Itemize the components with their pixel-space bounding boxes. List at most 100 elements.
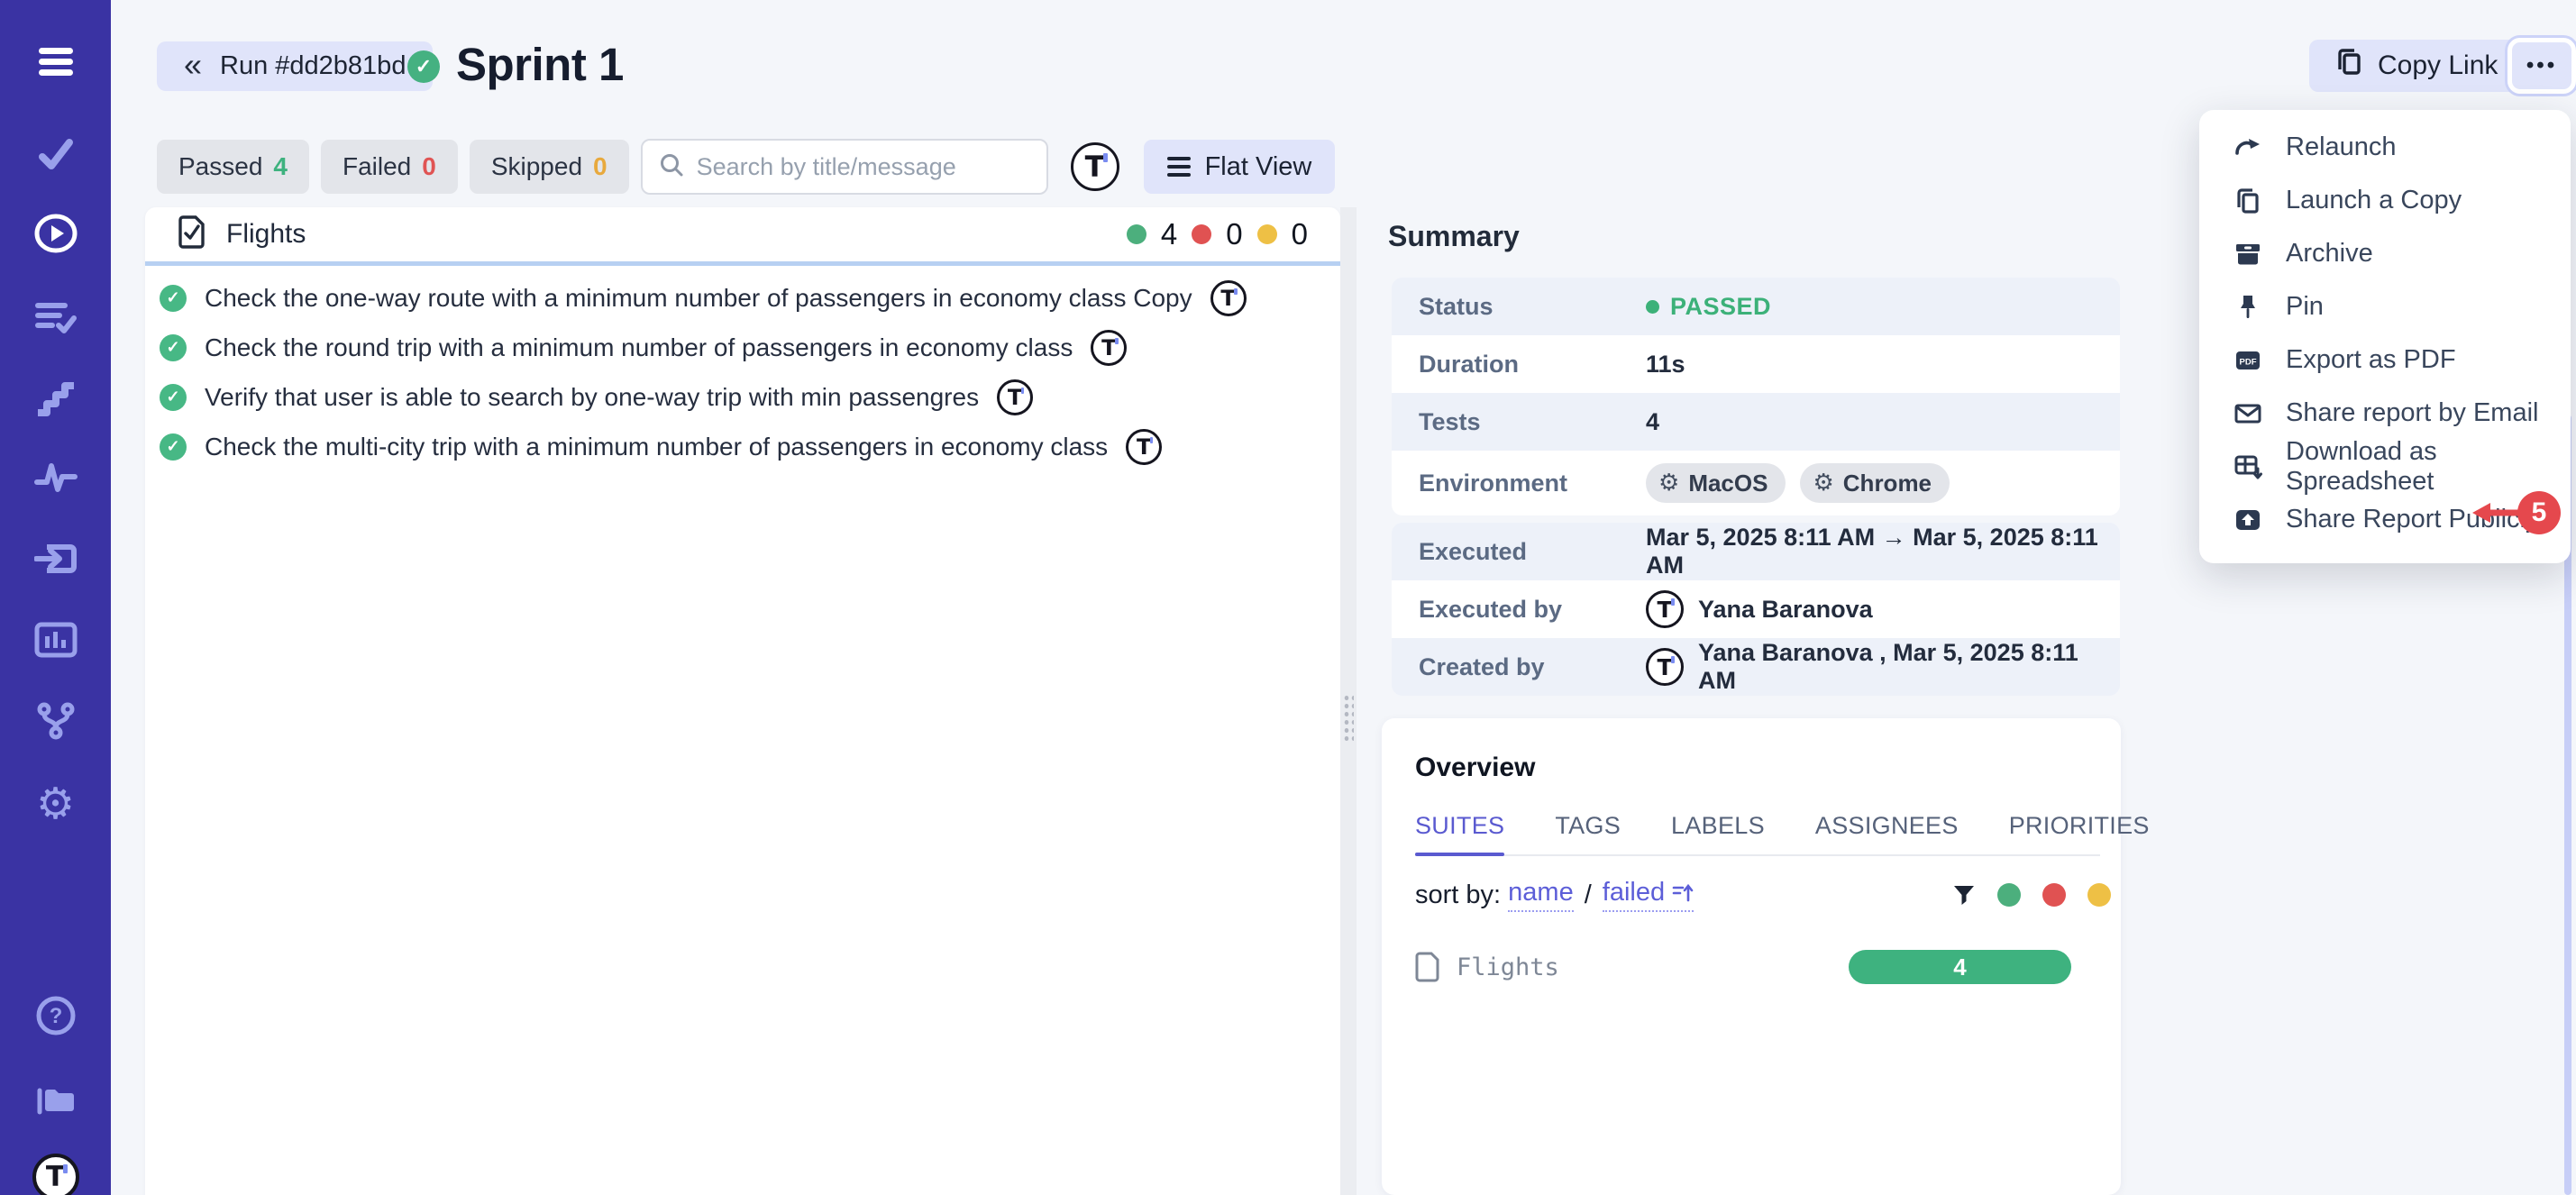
sort-by-failed-link[interactable]: failed: [1602, 878, 1694, 912]
suite-divider: [145, 261, 1340, 266]
sort-by-name-link[interactable]: name: [1508, 878, 1574, 912]
failed-count: 0: [422, 152, 436, 180]
menu-hamburger-icon[interactable]: [0, 38, 111, 85]
assignee-avatar: T: [1126, 428, 1163, 465]
skipped-count: 0: [593, 152, 607, 180]
search-box: [640, 139, 1048, 195]
pin-icon: [2233, 293, 2262, 322]
sidebar-item-analytics-icon[interactable]: [0, 616, 111, 663]
user-profile-avatar[interactable]: T: [0, 1154, 111, 1195]
filter-skipped-button[interactable]: Skipped 0: [469, 140, 629, 194]
filter-failed-button[interactable]: Failed 0: [320, 140, 458, 194]
copy-link-button[interactable]: Copy Link: [2309, 40, 2524, 92]
sidebar-item-branches-icon[interactable]: [0, 698, 111, 744]
assignee-filter-avatar[interactable]: T: [1070, 142, 1119, 191]
test-row[interactable]: ✓ Check the one-way route with a minimum…: [160, 273, 1340, 323]
menu-item-share-report-publicly[interactable]: Share Report Publicly: [2199, 493, 2571, 546]
menu-item-archive[interactable]: Archive: [2199, 227, 2571, 280]
annotation-arrow: [2472, 503, 2526, 523]
gear-icon: ⚙: [1813, 470, 1834, 497]
assignee-avatar: T: [1210, 279, 1247, 316]
search-icon: [659, 152, 684, 182]
ellipsis-icon: •••: [2526, 53, 2558, 78]
tab-assignees[interactable]: ASSIGNEES: [1814, 812, 1959, 839]
suite-passed-count: 4: [1160, 217, 1178, 251]
pdf-icon: PDF: [2233, 346, 2262, 375]
menu-item-share-report-by-email[interactable]: Share report by Email: [2199, 387, 2571, 440]
back-to-run-button[interactable]: « Run #dd2b81bd: [157, 41, 434, 91]
environment-pill[interactable]: ⚙ MacOS: [1646, 463, 1786, 503]
status-dot: [1646, 299, 1659, 314]
passed-dot: [1126, 224, 1146, 244]
svg-text:PDF: PDF: [2240, 357, 2257, 367]
menu-item-download-as-spreadsheet[interactable]: Download as Spreadsheet: [2199, 437, 2571, 496]
filter-passed-button[interactable]: Passed 4: [157, 140, 309, 194]
sidebar-item-projects-folder-icon[interactable]: [0, 1074, 111, 1121]
sidebar: ⚙ ? T: [0, 0, 111, 1195]
toggle-failed-dot[interactable]: [2042, 883, 2066, 907]
summary-row-executed: Executed Mar 5, 2025 8:11 AM → Mar 5, 20…: [1392, 523, 2120, 580]
test-rows: ✓ Check the one-way route with a minimum…: [145, 266, 1340, 471]
funnel-filter-icon[interactable]: [1952, 883, 1976, 907]
sidebar-item-test-plans-icon[interactable]: [0, 294, 111, 341]
sidebar-item-settings-gear-icon[interactable]: ⚙: [35, 779, 76, 829]
sidebar-item-test-cases-icon[interactable]: [0, 131, 111, 178]
suite-header-flights[interactable]: Flights 4 0 0: [145, 207, 1340, 261]
more-actions-menu: Relaunch Launch a Copy Archive Pin PDF E…: [2199, 110, 2571, 563]
filter-toolbar: Passed 4 Failed 0 Skipped 0 T Flat View: [157, 139, 1336, 195]
suite-result-counts: 4 0 0: [1126, 217, 1308, 251]
overview-tabs: SUITES TAGS LABELS ASSIGNEES PRIORITIES: [1415, 812, 2149, 856]
share-publicly-icon: [2233, 506, 2262, 534]
sidebar-item-pulse-icon[interactable]: [0, 454, 111, 501]
sidebar-item-shared-steps-icon[interactable]: [0, 375, 111, 422]
assignee-avatar: T: [997, 379, 1034, 415]
document-icon: [1415, 952, 1439, 982]
tab-tags[interactable]: TAGS: [1555, 812, 1621, 839]
summary-row-environment: Environment ⚙ MacOS ⚙ Chrome: [1392, 451, 2120, 515]
skipped-dot: [1256, 224, 1277, 244]
vertical-scrollbar[interactable]: [2564, 415, 2571, 1195]
menu-item-relaunch[interactable]: Relaunch: [2199, 121, 2571, 174]
grip-dots: [1343, 694, 1354, 741]
test-passed-icon: ✓: [160, 284, 187, 312]
summary-row-duration: Duration 11s: [1392, 335, 2120, 393]
sidebar-item-help-icon[interactable]: ?: [0, 992, 111, 1039]
run-passed-status-icon: ✓: [407, 50, 440, 83]
menu-item-launch-a-copy[interactable]: Launch a Copy: [2199, 174, 2571, 227]
copy-link-label: Copy Link: [2378, 50, 2498, 80]
archive-icon: [2233, 240, 2262, 269]
back-to-run-label: Run #dd2b81bd: [220, 51, 406, 80]
overview-suite-row[interactable]: Flights 4: [1415, 950, 2111, 984]
more-actions-button[interactable]: •••: [2507, 38, 2576, 94]
test-passed-icon: ✓: [160, 433, 187, 461]
environment-pill[interactable]: ⚙ Chrome: [1800, 463, 1950, 503]
search-input[interactable]: [696, 152, 1030, 181]
tab-labels[interactable]: LABELS: [1671, 812, 1765, 839]
failed-dot: [1192, 224, 1212, 244]
toggle-passed-dot[interactable]: [1997, 883, 2021, 907]
test-row[interactable]: ✓ Check the multi-city trip with a minim…: [160, 422, 1340, 471]
summary-row-executed-by: Executed by T Yana Baranova: [1392, 580, 2120, 638]
copy-icon: [2233, 187, 2262, 215]
suite-skipped-count: 0: [1291, 217, 1308, 251]
flat-view-toggle[interactable]: Flat View: [1143, 140, 1336, 194]
toggle-skipped-dot[interactable]: [2087, 883, 2111, 907]
test-list-panel: Flights 4 0 0 ✓ Check the one-way route …: [145, 207, 1340, 1195]
summary-table: Status PASSED Duration 11s Tests 4 Envir…: [1392, 278, 2120, 696]
test-row[interactable]: ✓ Verify that user is able to search by …: [160, 372, 1340, 422]
summary-heading: Summary: [1388, 220, 1520, 252]
sidebar-item-import-icon[interactable]: [0, 535, 111, 582]
passed-count: 4: [273, 152, 288, 180]
status-badge: PASSED: [1646, 293, 1771, 321]
tab-priorities[interactable]: PRIORITIES: [2008, 812, 2150, 839]
sidebar-item-test-runs-icon[interactable]: [0, 210, 111, 257]
assignee-avatar: T: [1091, 329, 1128, 366]
test-row[interactable]: ✓ Check the round trip with a minimum nu…: [160, 323, 1340, 372]
suite-failed-count: 0: [1226, 217, 1243, 251]
relaunch-icon: [2233, 133, 2262, 162]
menu-item-pin[interactable]: Pin: [2199, 280, 2571, 333]
tab-suites[interactable]: SUITES: [1415, 812, 1505, 856]
panel-resize-handle[interactable]: [1340, 207, 1357, 1195]
menu-item-export-as-pdf[interactable]: PDF Export as PDF: [2199, 333, 2571, 387]
spreadsheet-download-icon: [2233, 452, 2262, 481]
